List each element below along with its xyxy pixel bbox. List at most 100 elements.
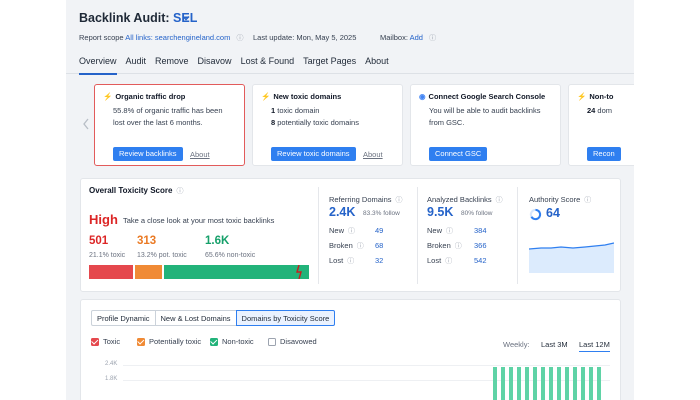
divider — [318, 187, 319, 284]
referring-domains-follow: 83.3% follow — [363, 210, 400, 217]
card-title: New toxic domains — [273, 92, 342, 101]
referring-domains-value[interactable]: 2.4K — [329, 205, 356, 219]
referring-domains-title: Referring Domains ⓘ — [329, 195, 403, 204]
toxicity-level: High — [89, 212, 118, 227]
card-text: 24 dom — [587, 106, 613, 115]
app-window: Backlink Audit: SEL Report scope All lin… — [66, 0, 634, 400]
authority-score-title: Authority Score ⓘ — [529, 195, 592, 204]
non-toxic-segment — [164, 265, 309, 279]
chart-bar[interactable] — [549, 367, 553, 400]
legend-non-toxic[interactable]: Non-toxic — [210, 337, 254, 346]
tab-lost-found[interactable]: Lost & Found — [240, 56, 295, 66]
card-new-toxic-domains: ⚡ New toxic domains 1 toxic domain 8 pote… — [252, 84, 403, 166]
info-icon: ⓘ — [176, 188, 184, 195]
analyzed-backlinks-title: Analyzed Backlinks ⓘ — [427, 195, 503, 204]
card-connect-gsc: ◉ Connect Google Search Console You will … — [410, 84, 561, 166]
authority-trend-chart — [529, 242, 614, 273]
ab-lost-value[interactable]: 542 — [474, 256, 487, 265]
toxic-share: 21.1% toxic — [89, 252, 126, 259]
view-switcher: Profile Dynamic New & Lost Domains Domai… — [91, 310, 336, 326]
ab-lost-label: Lost ⓘ — [427, 256, 453, 265]
card-title: Non-to — [589, 92, 614, 101]
lightning-icon: ⚡ — [103, 92, 113, 101]
mailbox: Mailbox: Add ⓘ — [380, 33, 437, 42]
recover-button[interactable]: Recon — [587, 147, 621, 161]
connect-gsc-button[interactable]: Connect GSC — [429, 147, 488, 161]
review-backlinks-button[interactable]: Review backlinks — [113, 147, 183, 161]
chart-bar[interactable] — [509, 367, 513, 400]
info-icon: ⓘ — [348, 228, 356, 235]
period-last-3m[interactable]: Last 3M — [541, 340, 568, 349]
ab-broken-value[interactable]: 366 — [474, 241, 487, 250]
y-tick-label: 1.8K — [105, 376, 118, 382]
rd-new-value[interactable]: 49 — [375, 226, 384, 235]
info-icon: ⓘ — [429, 35, 437, 42]
chart-bar[interactable] — [533, 367, 537, 400]
chart-bar[interactable] — [525, 367, 529, 400]
chart-bar[interactable] — [581, 367, 585, 400]
legend-toxic[interactable]: Toxic — [91, 337, 120, 346]
checkbox-toxic[interactable] — [91, 337, 99, 346]
about-link[interactable]: About — [363, 150, 383, 159]
legend-disavowed[interactable]: Disavowed — [268, 337, 317, 346]
tab-remove[interactable]: Remove — [155, 56, 189, 66]
divider — [417, 187, 418, 284]
rd-broken-value[interactable]: 68 — [375, 241, 384, 250]
page-title: Backlink Audit: SEL — [79, 11, 198, 25]
tab-overview[interactable]: Overview — [79, 56, 117, 75]
authority-gauge-icon — [529, 208, 542, 221]
ab-new-value[interactable]: 384 — [474, 226, 487, 235]
grid-line — [123, 365, 610, 366]
toxicity-distribution-bar — [89, 265, 309, 279]
rd-lost-label: Lost ⓘ — [329, 256, 355, 265]
rd-new-label: New ⓘ — [329, 226, 356, 235]
chart-bar[interactable] — [589, 367, 593, 400]
ab-new-label: New ⓘ — [427, 226, 454, 235]
chevron-left-icon[interactable] — [82, 118, 90, 130]
mailbox-add-link[interactable]: Add — [409, 33, 423, 42]
view-profile-dynamic[interactable]: Profile Dynamic — [91, 310, 156, 326]
info-icon: ⓘ — [584, 197, 592, 204]
lightning-icon: ⚡ — [261, 92, 271, 101]
checkbox-non-toxic[interactable] — [210, 337, 218, 346]
analyzed-backlinks-value[interactable]: 9.5K — [427, 205, 454, 219]
tab-disavow[interactable]: Disavow — [197, 56, 232, 66]
card-text: You will be able to audit backlinks — [429, 106, 541, 115]
toxic-segment — [89, 265, 133, 279]
view-domains-by-toxicity[interactable]: Domains by Toxicity Score — [235, 310, 336, 326]
chart-bar[interactable] — [541, 367, 545, 400]
chart-bar[interactable] — [557, 367, 561, 400]
review-toxic-domains-button[interactable]: Review toxic domains — [271, 147, 356, 161]
tab-about[interactable]: About — [365, 56, 389, 66]
chevron-down-icon[interactable] — [181, 13, 191, 23]
tab-target-pages[interactable]: Target Pages — [303, 56, 357, 66]
chart-bar[interactable] — [597, 367, 601, 400]
authority-score-value[interactable]: 64 — [546, 206, 560, 220]
toxicity-bars — [493, 367, 603, 400]
period-last-12m[interactable]: Last 12M — [579, 340, 610, 352]
view-new-lost-domains[interactable]: New & Lost Domains — [154, 310, 237, 326]
non-toxic-share: 65.6% non-toxic — [205, 252, 256, 259]
tab-audit[interactable]: Audit — [125, 56, 147, 66]
card-title: Connect Google Search Console — [428, 92, 546, 101]
chart-bar[interactable] — [573, 367, 577, 400]
checkbox-disavowed[interactable] — [268, 337, 276, 346]
checkbox-potentially-toxic[interactable] — [137, 337, 145, 346]
chart-bar[interactable] — [517, 367, 521, 400]
last-update: Last update: Mon, May 5, 2025 — [253, 33, 357, 42]
card-text: 1 toxic domain — [271, 106, 320, 115]
report-scope-link[interactable]: All links: searchengineland.com — [125, 33, 231, 42]
grid-line — [123, 380, 610, 381]
trend-panel: Profile Dynamic New & Lost Domains Domai… — [80, 299, 621, 400]
about-link[interactable]: About — [190, 150, 210, 159]
rd-lost-value[interactable]: 32 — [375, 256, 384, 265]
ab-broken-label: Broken ⓘ — [427, 241, 462, 250]
chart-bar[interactable] — [565, 367, 569, 400]
toxicity-description: Take a close look at your most toxic bac… — [123, 216, 275, 225]
card-text: lost over the last 6 months. — [113, 117, 203, 127]
chart-bar[interactable] — [501, 367, 505, 400]
info-icon: ⓘ — [236, 35, 244, 42]
chart-bar[interactable] — [493, 367, 497, 400]
period-label: Weekly: — [503, 340, 530, 349]
legend-potentially-toxic[interactable]: Potentially toxic — [137, 337, 201, 346]
